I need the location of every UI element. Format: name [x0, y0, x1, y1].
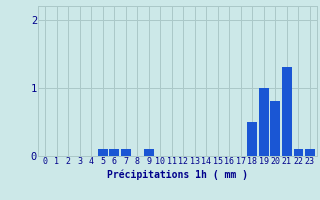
- Bar: [259, 88, 269, 156]
- Bar: [282, 67, 292, 156]
- Bar: [121, 149, 131, 156]
- Bar: [247, 122, 257, 156]
- Bar: [293, 149, 303, 156]
- Bar: [144, 149, 154, 156]
- Bar: [305, 149, 315, 156]
- Bar: [98, 149, 108, 156]
- X-axis label: Précipitations 1h ( mm ): Précipitations 1h ( mm ): [107, 169, 248, 180]
- Bar: [270, 101, 280, 156]
- Bar: [109, 149, 119, 156]
